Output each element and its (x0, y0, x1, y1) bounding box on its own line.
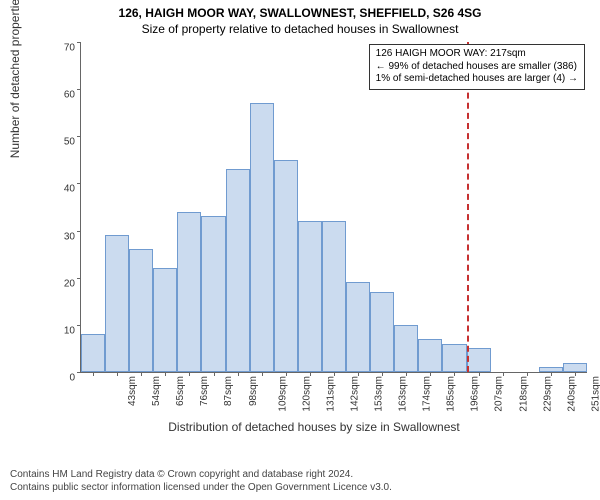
histogram-bar (274, 160, 298, 372)
x-tick-label: 76sqm (199, 376, 210, 406)
footer-line2: Contains public sector information licen… (10, 482, 392, 495)
x-tick-label: 153sqm (374, 376, 385, 412)
histogram-bar (394, 325, 418, 372)
histogram-bar (563, 363, 587, 372)
x-tick-mark (454, 372, 455, 376)
x-tick-label: 207sqm (494, 376, 505, 412)
x-tick-mark (382, 372, 383, 376)
legend-line2: ← 99% of detached houses are smaller (38… (376, 61, 578, 74)
x-tick-label: 43sqm (127, 376, 138, 406)
x-tick-mark (310, 372, 311, 376)
x-tick-label: 163sqm (398, 376, 409, 412)
x-tick-mark (503, 372, 504, 376)
x-tick-mark (189, 372, 190, 376)
x-tick-label: 174sqm (422, 376, 433, 412)
y-axis-label: Number of detached properties (8, 0, 22, 158)
x-tick-label: 87sqm (223, 376, 234, 406)
plot-area: 01020304050607043sqm54sqm65sqm76sqm87sqm… (80, 42, 587, 373)
histogram-bar (442, 344, 466, 372)
x-tick-label: 120sqm (301, 376, 312, 412)
x-tick-mark (214, 372, 215, 376)
y-tick-label: 50 (64, 137, 81, 148)
title-main: 126, HAIGH MOOR WAY, SWALLOWNEST, SHEFFI… (0, 0, 600, 20)
x-tick-mark (141, 372, 142, 376)
y-tick-label: 20 (64, 278, 81, 289)
histogram-bar (81, 334, 105, 372)
y-tick-label: 70 (64, 43, 81, 54)
x-tick-mark (334, 372, 335, 376)
y-tick-label: 10 (64, 325, 81, 336)
histogram-bar (153, 268, 177, 372)
histogram-bar (467, 348, 491, 372)
x-tick-label: 98sqm (248, 376, 259, 406)
y-tick-label: 0 (69, 373, 81, 384)
x-tick-label: 229sqm (542, 376, 553, 412)
legend-box: 126 HAIGH MOOR WAY: 217sqm← 99% of detac… (369, 44, 585, 90)
chart-wrap: Number of detached properties 0102030405… (38, 42, 590, 440)
histogram-bar (298, 221, 322, 372)
x-axis-label: Distribution of detached houses by size … (38, 420, 590, 434)
x-tick-mark (286, 372, 287, 376)
y-tick-label: 40 (64, 184, 81, 195)
legend-line3: 1% of semi-detached houses are larger (4… (376, 73, 578, 86)
histogram-bar (322, 221, 346, 372)
property-marker-line (467, 42, 469, 372)
x-tick-label: 196sqm (470, 376, 481, 412)
x-tick-label: 65sqm (175, 376, 186, 406)
y-tick-mark (77, 42, 81, 43)
x-tick-mark (406, 372, 407, 376)
y-tick-label: 60 (64, 90, 81, 101)
chart-container: 126, HAIGH MOOR WAY, SWALLOWNEST, SHEFFI… (0, 0, 600, 500)
x-tick-label: 109sqm (277, 376, 288, 412)
x-tick-mark (93, 372, 94, 376)
x-tick-mark (262, 372, 263, 376)
y-tick-mark (77, 89, 81, 90)
histogram-bar (129, 249, 153, 372)
x-tick-label: 131sqm (325, 376, 336, 412)
x-tick-mark (527, 372, 528, 376)
x-tick-mark (575, 372, 576, 376)
x-tick-mark (117, 372, 118, 376)
x-tick-label: 251sqm (590, 376, 600, 412)
y-tick-mark (77, 136, 81, 137)
legend-line1: 126 HAIGH MOOR WAY: 217sqm (376, 48, 578, 61)
histogram-bar (226, 169, 250, 372)
x-tick-mark (479, 372, 480, 376)
x-tick-mark (238, 372, 239, 376)
x-tick-label: 240sqm (566, 376, 577, 412)
y-tick-mark (77, 325, 81, 326)
histogram-bar (370, 292, 394, 372)
x-tick-mark (430, 372, 431, 376)
title-sub: Size of property relative to detached ho… (0, 20, 600, 36)
histogram-bar (105, 235, 129, 372)
y-tick-mark (77, 278, 81, 279)
x-tick-mark (551, 372, 552, 376)
footer-attribution: Contains HM Land Registry data © Crown c… (10, 469, 392, 494)
x-tick-mark (165, 372, 166, 376)
y-tick-mark (77, 372, 81, 373)
x-tick-mark (358, 372, 359, 376)
y-tick-mark (77, 231, 81, 232)
y-tick-mark (77, 183, 81, 184)
x-tick-label: 142sqm (349, 376, 360, 412)
x-tick-label: 54sqm (151, 376, 162, 406)
histogram-bar (177, 212, 201, 372)
histogram-bar (418, 339, 442, 372)
histogram-bar (346, 282, 370, 372)
x-tick-label: 218sqm (518, 376, 529, 412)
y-tick-label: 30 (64, 231, 81, 242)
histogram-bar (250, 103, 274, 372)
histogram-bar (201, 216, 225, 372)
x-tick-label: 185sqm (446, 376, 457, 412)
footer-line1: Contains HM Land Registry data © Crown c… (10, 469, 392, 482)
